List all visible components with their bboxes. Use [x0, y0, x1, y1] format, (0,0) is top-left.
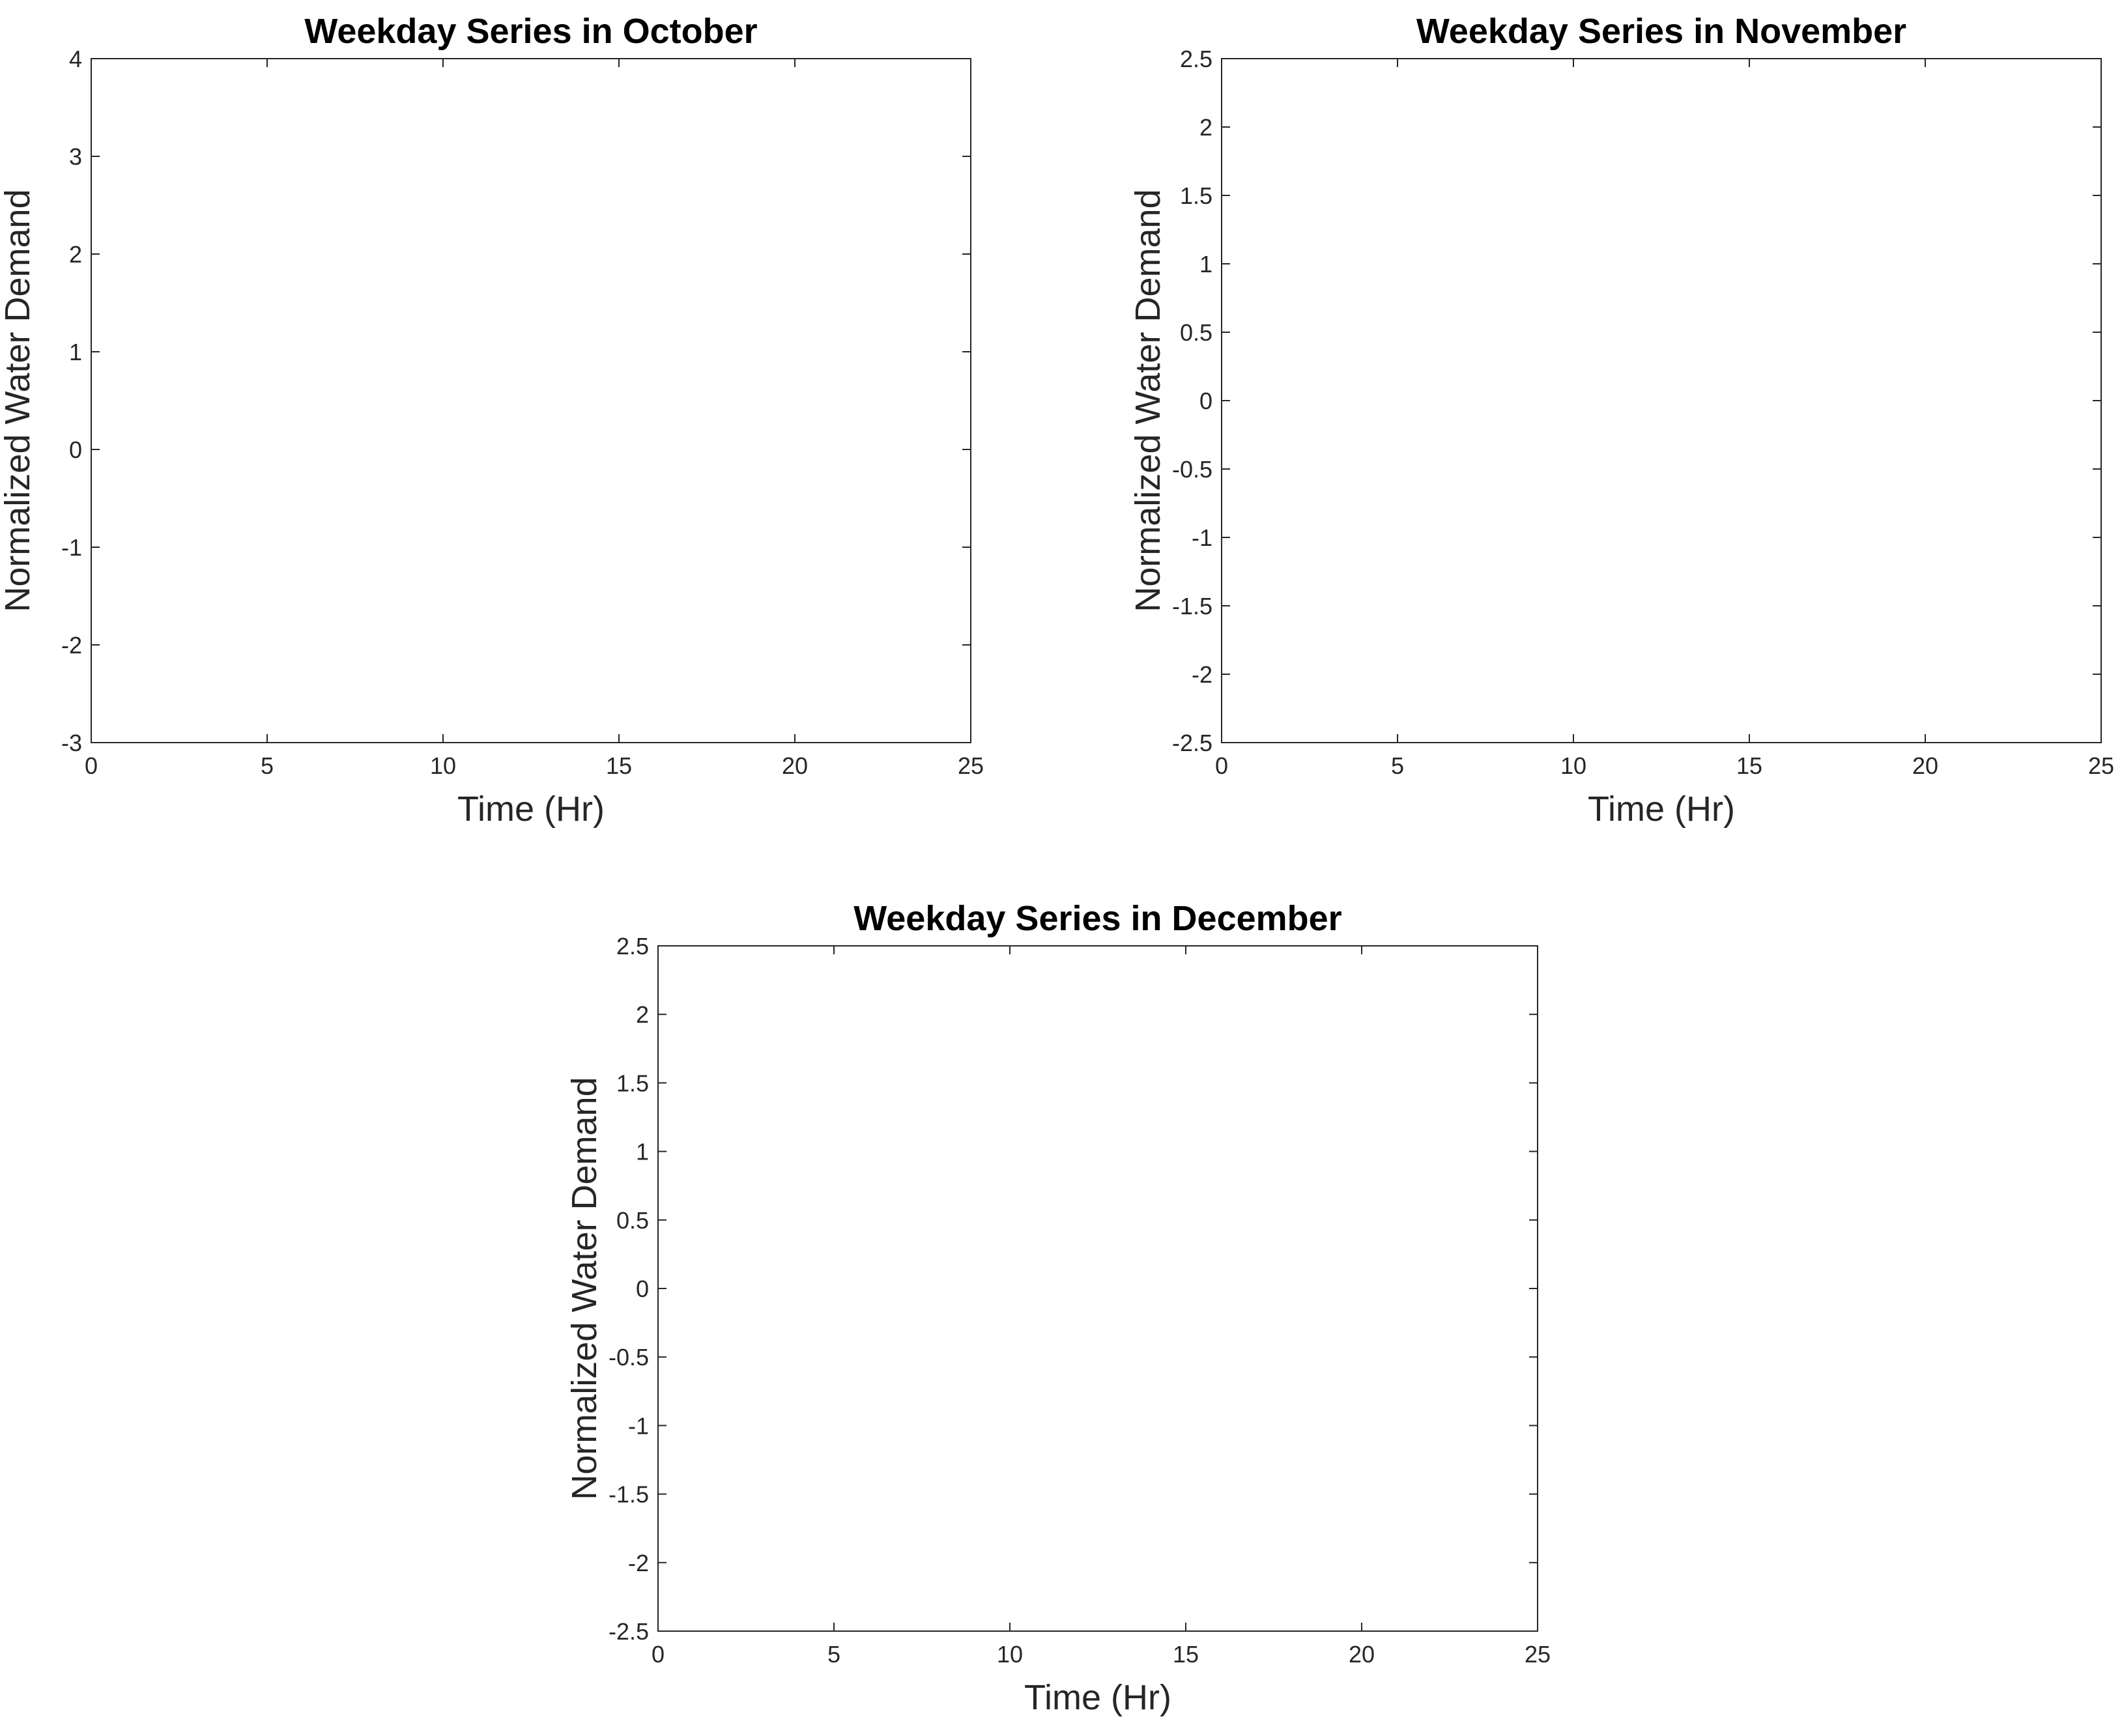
y-tick-label: 0 — [1199, 388, 1212, 414]
y-axis-label: Normalized Water Demand — [0, 189, 37, 612]
y-tick-label: -1 — [61, 534, 82, 561]
y-tick-label: -2.5 — [1172, 730, 1212, 756]
chart-title: Weekday Series in December — [853, 899, 1341, 938]
y-tick-label: 2 — [1199, 114, 1212, 141]
chart-title: Weekday Series in November — [1416, 12, 1906, 51]
y-tick-label: 0.5 — [1180, 319, 1212, 346]
y-tick-label: -0.5 — [1172, 456, 1212, 483]
axes-frame — [1221, 58, 2102, 743]
y-tick-label: 2 — [636, 1001, 649, 1028]
y-tick-label: -2.5 — [609, 1618, 649, 1645]
y-axis-label: Normalized Water Demand — [1128, 189, 1168, 612]
x-axis-label: Time (Hr) — [1588, 790, 1735, 829]
y-tick-label: 2.5 — [1180, 46, 1212, 72]
y-tick-label: -2 — [61, 632, 82, 659]
y-tick-label: -1 — [628, 1412, 649, 1439]
x-tick-label: 5 — [827, 1641, 840, 1668]
y-tick-label: -1 — [1192, 524, 1212, 551]
x-tick-label: 10 — [430, 752, 456, 779]
y-tick-label: -2 — [1192, 661, 1212, 688]
x-tick-label: 20 — [782, 752, 808, 779]
y-tick-label: -0.5 — [609, 1344, 649, 1371]
y-tick-label: -1.5 — [1172, 593, 1212, 619]
y-tick-label: 0 — [636, 1275, 649, 1302]
x-tick-label: 0 — [1215, 752, 1228, 779]
x-tick-label: 25 — [1525, 1641, 1551, 1668]
y-tick-label: -1.5 — [609, 1481, 649, 1508]
x-tick-label: 20 — [1912, 752, 1938, 779]
y-tick-label: -2 — [628, 1550, 649, 1576]
y-tick-label: 1.5 — [1180, 182, 1212, 209]
x-tick-label: 10 — [1560, 752, 1586, 779]
x-tick-label: 5 — [1391, 752, 1404, 779]
x-tick-label: 15 — [606, 752, 632, 779]
chart-november: 0 5 10 15 20 25 -2.5 -2 -1.5 -1 -0.5 0 0.5 1 1.5 2 2.5 We… — [1128, 12, 2114, 829]
x-tick-label: 20 — [1349, 1641, 1375, 1668]
y-tick-label: 2.5 — [616, 933, 649, 960]
y-tick-label: 0 — [69, 436, 82, 463]
y-tick-label: 1 — [69, 339, 82, 365]
y-tick-label: 2 — [69, 241, 82, 268]
axes-frame — [657, 945, 1538, 1632]
y-tick-label: 1.5 — [616, 1070, 649, 1096]
x-tick-label: 25 — [958, 752, 984, 779]
y-tick-label: -3 — [61, 730, 82, 756]
axes-frame — [91, 58, 971, 743]
x-tick-label: 15 — [1173, 1641, 1199, 1668]
x-axis-label: Time (Hr) — [1024, 1678, 1171, 1717]
x-tick-label: 5 — [261, 752, 274, 779]
y-axis-label: Normalized Water Demand — [565, 1077, 604, 1500]
x-tick-label: 0 — [652, 1641, 665, 1668]
chart-october: 0 5 10 15 20 25 -3 -2 -1 0 1 2 3 4 Weekday Series in O… — [0, 12, 984, 829]
x-tick-label: 25 — [2088, 752, 2114, 779]
x-tick-label: 10 — [997, 1641, 1023, 1668]
y-tick-label: 4 — [69, 46, 82, 72]
x-tick-label: 0 — [85, 752, 98, 779]
y-tick-label: 0.5 — [616, 1207, 649, 1234]
chart-december: 0 5 10 15 20 25 -2.5 -2 -1.5 -1 -0.5 0 0.5 1 1.5 2 2.5 We… — [565, 899, 1551, 1717]
x-axis-label: Time (Hr) — [457, 790, 605, 829]
x-tick-label: 15 — [1736, 752, 1762, 779]
chart-title: Weekday Series in October — [304, 12, 757, 51]
y-tick-label: 1 — [636, 1139, 649, 1165]
y-tick-label: 1 — [1199, 251, 1212, 277]
y-tick-label: 3 — [69, 143, 82, 170]
